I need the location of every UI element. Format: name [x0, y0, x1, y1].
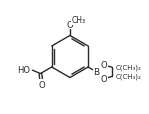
Text: HO: HO [17, 66, 30, 75]
Text: O: O [38, 80, 45, 89]
Text: B: B [93, 68, 100, 77]
Text: O: O [101, 61, 107, 70]
Text: O: O [67, 20, 73, 29]
Text: C(CH₃)₂: C(CH₃)₂ [115, 64, 141, 71]
Text: O: O [101, 75, 107, 84]
Text: C(CH₃)₂: C(CH₃)₂ [115, 73, 141, 80]
Text: CH₃: CH₃ [72, 16, 86, 25]
